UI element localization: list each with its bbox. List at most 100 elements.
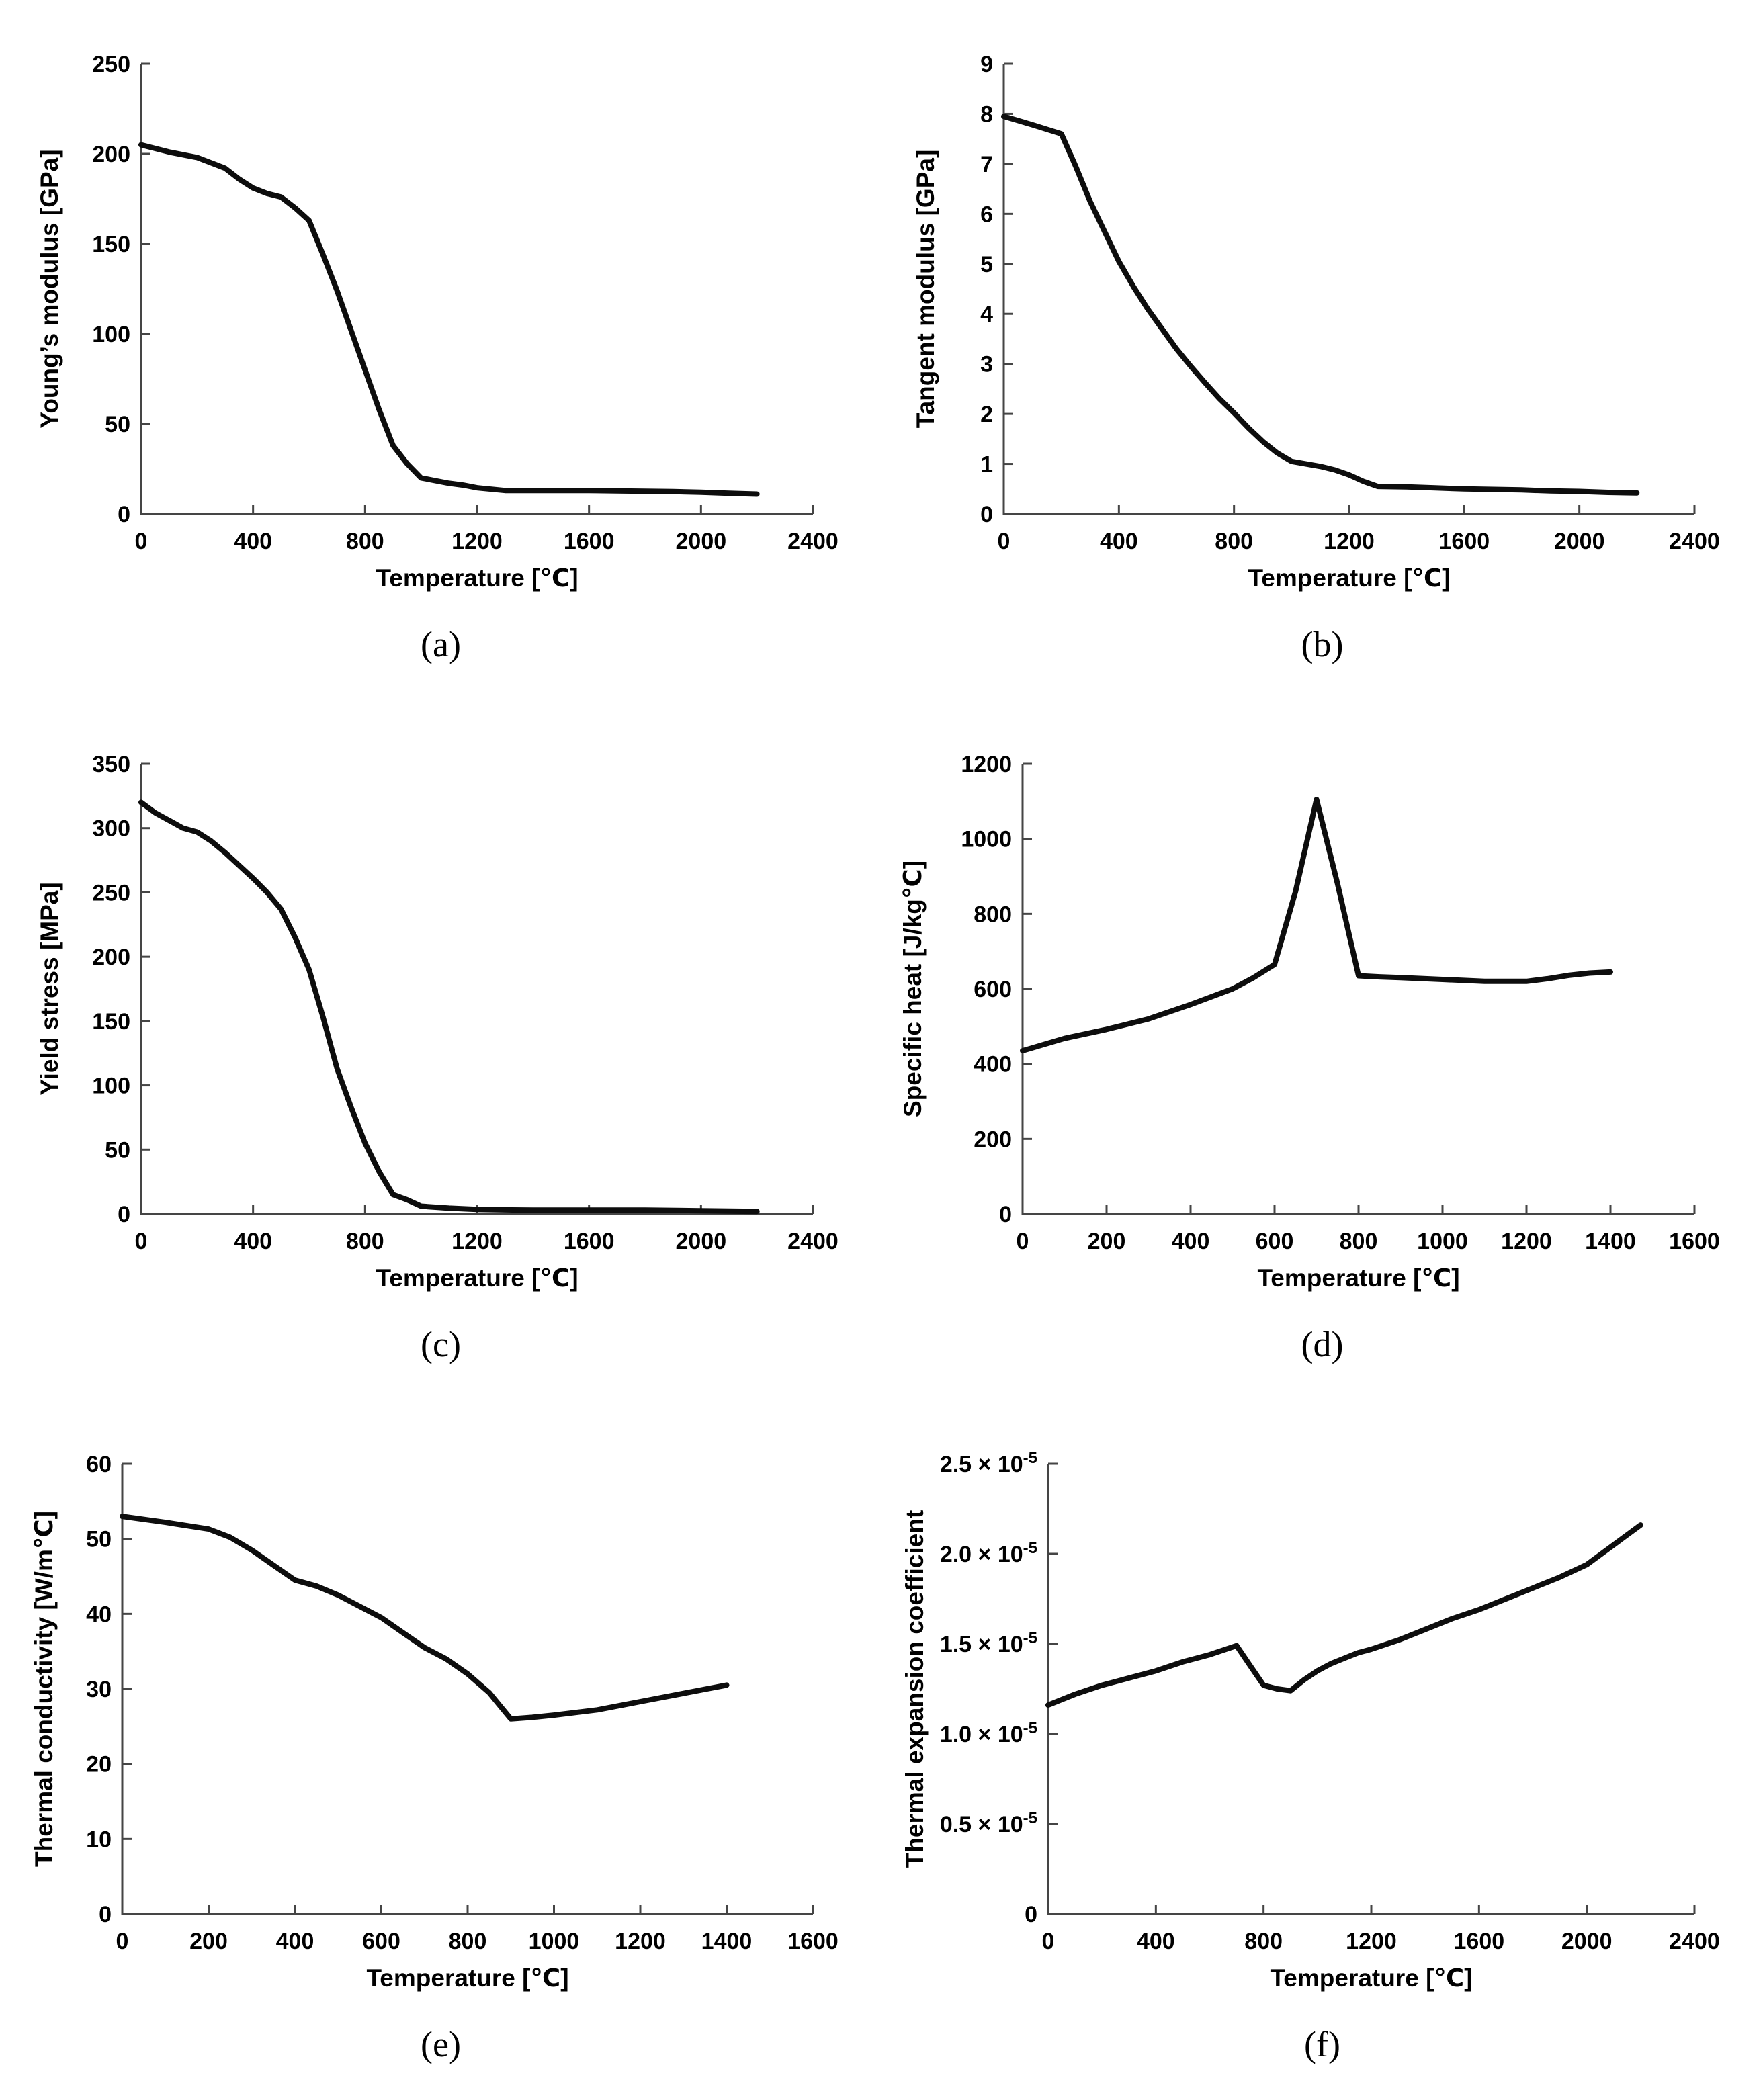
chart-d-canvas: 0 200 400 600 800 1000 1200 1400 1600 0 200 400 600 8…: [882, 700, 1763, 1305]
chart-c-svg: 0 400 800 1200 1600 2000 2400 0 50 100 150 200 250 30…: [36, 752, 838, 1292]
chart-e-svg: 0 200 400 600 800 1000 1200 1400 1600 0 10 20 30 40 50…: [30, 1452, 838, 1992]
chart-c-canvas: 0 400 800 1200 1600 2000 2400 0 50 100 150 200 250 30…: [0, 700, 882, 1305]
y-tick-label: 1000: [961, 827, 1012, 852]
y-axis-title: Young’s modulus [GPa]: [36, 149, 63, 428]
y-tick-label: 300: [92, 816, 130, 842]
x-tick-label: 800: [1340, 1229, 1378, 1254]
x-tick-label: 2400: [787, 1229, 838, 1254]
y-tick-label: 10: [86, 1827, 112, 1852]
x-tick-label: 0: [116, 1929, 129, 1954]
x-tick-label: 1200: [452, 529, 503, 554]
x-axis-title: Temperature [℃]: [366, 1964, 568, 1992]
y-tick-label: 6: [980, 202, 993, 227]
y-tick-label: 600: [974, 977, 1012, 1002]
y-tick-label: 30: [86, 1677, 112, 1702]
x-tick-label: 0: [1017, 1229, 1029, 1254]
chart-e-figure: 0 200 400 600 800 1000 1200 1400 1600 0 10 20 30 40 50…: [0, 1400, 882, 2100]
x-tick-label: 1200: [1501, 1229, 1552, 1254]
x-tick-label: 1000: [1417, 1229, 1468, 1254]
x-tick-label: 2400: [1669, 1929, 1720, 1954]
x-tick-label: 1600: [787, 1929, 838, 1954]
chart-e-canvas: 0 200 400 600 800 1000 1200 1400 1600 0 10 20 30 40 50…: [0, 1400, 882, 2005]
x-tick-label: 800: [449, 1929, 487, 1954]
y-tick-label: 1: [980, 452, 993, 478]
x-tick-label: 0: [1042, 1929, 1055, 1954]
y-tick-label: 0: [99, 1902, 112, 1927]
x-tick-label: 400: [1100, 529, 1138, 554]
x-tick-label: 400: [1137, 1929, 1175, 1954]
y-tick-label: 0: [999, 1202, 1012, 1227]
y-tick-label: 4: [980, 302, 993, 327]
x-tick-label: 400: [234, 529, 272, 554]
x-tick-label: 1600: [564, 529, 615, 554]
chart-d-figure: 0 200 400 600 800 1000 1200 1400 1600 0 200 400 600 8…: [882, 700, 1763, 1400]
x-tick-label: 600: [1256, 1229, 1294, 1254]
y-tick-label: 0: [1025, 1902, 1037, 1927]
chart-d-caption: (d): [1301, 1324, 1344, 1364]
chart-b-figure: 0 400 800 1200 1600 2000 2400 0 1 2 3 4 5 6 7 8 9 Tempera…: [882, 0, 1763, 700]
y-tick-label: 0: [980, 502, 993, 527]
y-tick-label: 60: [86, 1452, 112, 1477]
y-tick-label: 200: [974, 1127, 1012, 1152]
y-axis-title: Specific heat [J/kg℃]: [899, 861, 927, 1117]
y-tick-label: 5: [980, 252, 993, 277]
y-tick-label: 250: [92, 52, 130, 77]
x-tick-label: 800: [1215, 529, 1253, 554]
y-axis-title: Yield stress [MPa]: [36, 882, 63, 1095]
y-axis-title: Thermal expansion coefficient: [901, 1510, 929, 1868]
y-tick-label: 2: [980, 402, 993, 427]
y-tick-label: 100: [92, 322, 130, 347]
chart-a-canvas: 0 400 800 1200 1600 2000 2400 0 50 100 150 200 250 Te…: [0, 0, 882, 605]
y-tick-label: 2.0 × 10-5: [940, 1539, 1037, 1567]
chart-b-svg: 0 400 800 1200 1600 2000 2400 0 1 2 3 4 5 6 7 8 9 Tempera…: [912, 52, 1720, 592]
chart-f-svg: 0 400 800 1200 1600 2000 2400 0 0.5 × 10-5 1.0 × …: [901, 1449, 1720, 1992]
x-tick-label: 1400: [1585, 1229, 1636, 1254]
y-tick-label: 50: [105, 412, 130, 437]
x-tick-label: 1200: [615, 1929, 666, 1954]
y-tick-label: 1.0 × 10-5: [940, 1719, 1037, 1747]
x-tick-label: 200: [1088, 1229, 1126, 1254]
chart-d-svg: 0 200 400 600 800 1000 1200 1400 1600 0 200 400 600 8…: [899, 752, 1720, 1292]
x-tick-label: 2400: [1669, 529, 1720, 554]
y-axis-title: Tangent modulus [GPa]: [912, 150, 939, 429]
x-tick-label: 1600: [1439, 529, 1490, 554]
x-tick-label: 0: [998, 529, 1010, 554]
y-tick-label: 100: [92, 1074, 130, 1099]
series-c-line: [138, 799, 760, 1215]
x-tick-label: 1200: [1324, 529, 1375, 554]
x-tick-label: 200: [189, 1929, 228, 1954]
x-axis-title: Temperature [℃]: [1270, 1964, 1472, 1992]
x-tick-label: 400: [1172, 1229, 1210, 1254]
x-axis-title: Temperature [℃]: [1248, 564, 1450, 592]
y-tick-label: 200: [92, 142, 130, 167]
y-tick-label: 9: [980, 52, 993, 77]
x-tick-label: 1600: [1669, 1229, 1720, 1254]
y-tick-label: 50: [86, 1527, 112, 1552]
y-tick-label: 400: [974, 1052, 1012, 1078]
x-tick-label: 600: [362, 1929, 400, 1954]
y-tick-label: 0: [118, 1202, 130, 1227]
x-tick-label: 2000: [676, 529, 727, 554]
x-tick-label: 2000: [1554, 529, 1605, 554]
y-tick-label: 40: [86, 1602, 112, 1627]
x-tick-label: 1200: [452, 1229, 503, 1254]
y-tick-label: 0.5 × 10-5: [940, 1809, 1037, 1837]
x-axis-title: Temperature [℃]: [1257, 1264, 1459, 1292]
series-e-line: [120, 1514, 730, 1722]
x-tick-label: 1600: [564, 1229, 615, 1254]
y-tick-label: 50: [105, 1137, 130, 1163]
y-axis-title: Thermal conductivity [W/m℃]: [30, 1511, 58, 1867]
chart-f-canvas: 0 400 800 1200 1600 2000 2400 0 0.5 × 10-5 1.0 × …: [882, 1400, 1763, 2005]
x-tick-label: 2000: [676, 1229, 727, 1254]
y-tick-label: 7: [980, 152, 993, 177]
y-tick-label: 250: [92, 880, 130, 906]
y-tick-label: 0: [118, 502, 130, 527]
x-tick-label: 1600: [1454, 1929, 1505, 1954]
chart-c-caption: (c): [421, 1324, 461, 1364]
y-tick-label: 1200: [961, 752, 1012, 777]
x-tick-label: 800: [346, 1229, 384, 1254]
x-tick-label: 2000: [1561, 1929, 1612, 1954]
x-tick-label: 800: [346, 529, 384, 554]
y-tick-label: 800: [974, 902, 1012, 927]
